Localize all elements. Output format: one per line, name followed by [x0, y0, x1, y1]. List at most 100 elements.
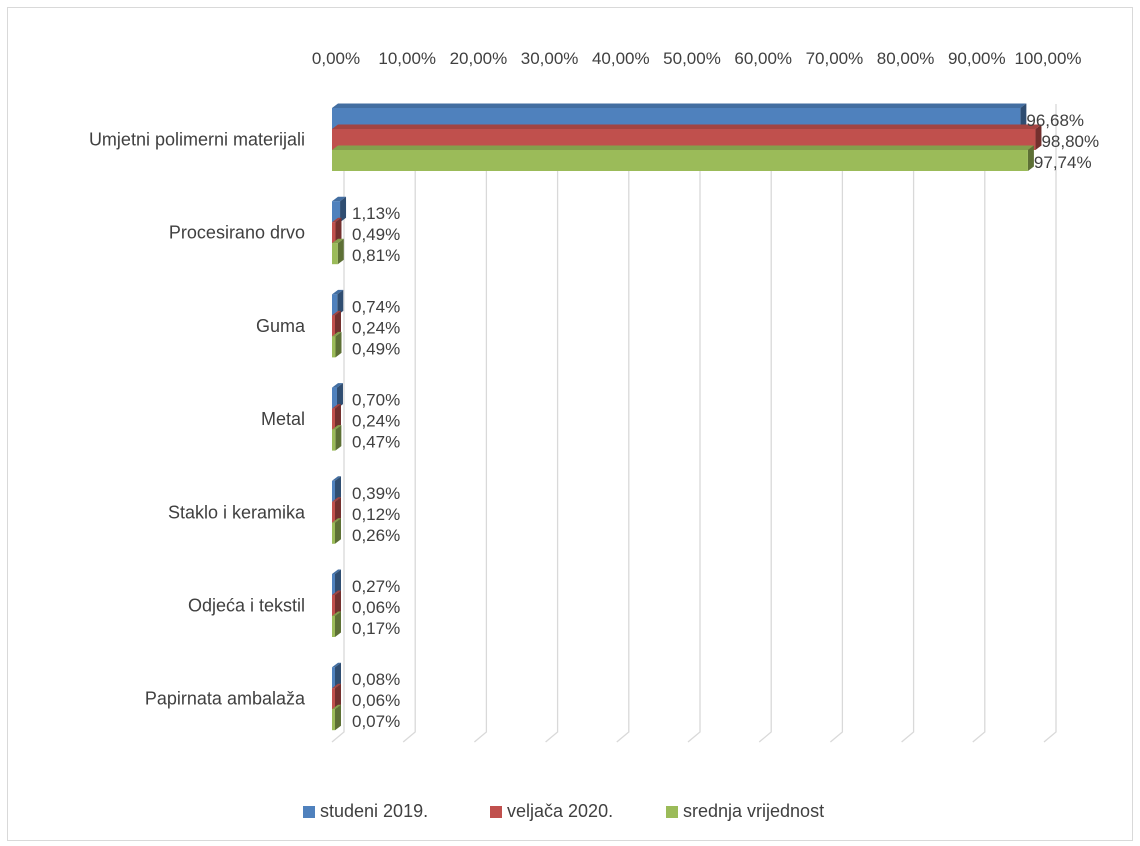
legend-swatch: [303, 806, 315, 818]
gridline: [331, 104, 345, 743]
gridlines: [331, 104, 1057, 743]
bar-top-face: [332, 331, 342, 337]
x-tick-label: 30,00%: [521, 49, 579, 68]
bar: [332, 201, 341, 223]
category-label: Guma: [256, 316, 306, 336]
bar-top-face: [332, 497, 341, 502]
x-tick-label: 90,00%: [948, 49, 1006, 68]
legend-label: studeni 2019.: [320, 801, 428, 821]
data-label: 0,49%: [352, 339, 400, 358]
bar-top-face: [332, 217, 342, 223]
data-label: 0,47%: [352, 433, 400, 452]
data-label: 0,07%: [352, 712, 400, 731]
category-label: Umjetni polimerni materijali: [89, 130, 305, 150]
data-label: 98,80%: [1041, 132, 1099, 151]
bar: [332, 480, 335, 502]
bar: [332, 294, 338, 316]
bar: [332, 501, 335, 523]
bar: [332, 108, 1021, 129]
legend-label: srednja vrijednost: [683, 801, 824, 821]
bar: [332, 129, 1036, 150]
bar-top-face: [332, 425, 342, 430]
bar-side-face: [335, 310, 341, 337]
bar-side-face: [335, 217, 342, 244]
bar-top-face: [332, 145, 1034, 150]
category-label: Metal: [261, 409, 305, 429]
category-label: Staklo i keramika: [168, 502, 306, 522]
x-tick-label: 60,00%: [734, 49, 792, 68]
bar-side-face: [335, 683, 341, 710]
data-label: 0,81%: [352, 246, 400, 265]
legend-swatch: [490, 806, 502, 818]
bar: [332, 667, 335, 689]
gridline: [901, 104, 915, 743]
bar: [332, 616, 335, 637]
legend-label: veljača 2020.: [507, 801, 613, 821]
gridline: [545, 104, 559, 743]
gridline: [616, 104, 630, 743]
gridline: [473, 104, 488, 743]
bar-side-face: [335, 569, 341, 595]
bar-side-face: [340, 196, 347, 223]
x-tick-label: 0,00%: [312, 49, 360, 68]
x-tick-label: 10,00%: [378, 49, 436, 68]
bars: [332, 103, 1042, 731]
bar-side-face: [335, 476, 341, 502]
bar: [332, 595, 335, 616]
bar-side-face: [337, 238, 344, 265]
bar-side-face: [335, 404, 341, 430]
gridline: [758, 104, 772, 743]
bar-side-face: [1020, 103, 1027, 129]
bar: [332, 574, 335, 595]
data-label: 0,39%: [352, 484, 400, 503]
data-label: 96,68%: [1026, 111, 1084, 130]
data-label: 0,17%: [352, 619, 400, 638]
gridline: [972, 104, 986, 743]
data-label: 0,74%: [352, 297, 400, 316]
bar-side-face: [335, 611, 341, 637]
bar: [332, 688, 335, 710]
category-label: Papirnata ambalaža: [145, 689, 306, 709]
bar-top-face: [332, 662, 341, 668]
bar-top-face: [332, 310, 341, 316]
gridline: [687, 104, 701, 743]
bar: [332, 429, 336, 451]
x-tick-label: 40,00%: [592, 49, 650, 68]
bar-top-face: [332, 196, 347, 202]
bar-side-face: [336, 383, 343, 409]
bar-side-face: [335, 518, 341, 544]
bar-side-face: [335, 590, 341, 616]
bar-side-face: [335, 704, 341, 731]
bar-top-face: [332, 404, 341, 409]
legend-swatch: [666, 806, 678, 818]
x-tick-label: 80,00%: [877, 49, 935, 68]
bar-side-face: [335, 331, 342, 358]
bar: [332, 387, 337, 409]
bar: [332, 709, 335, 731]
bar: [332, 222, 336, 244]
data-label: 0,08%: [352, 670, 400, 689]
data-label: 0,06%: [352, 691, 400, 710]
bar-side-face: [337, 289, 344, 316]
bar-top-face: [332, 518, 341, 523]
bar-top-face: [332, 569, 341, 574]
bar-side-face: [335, 662, 341, 689]
legend: studeni 2019. veljača 2020. srednja vrijed…: [303, 801, 824, 821]
bar: [332, 150, 1028, 171]
data-label: 0,24%: [352, 412, 400, 431]
data-label: 0,12%: [352, 505, 400, 524]
data-label: 0,26%: [352, 526, 400, 545]
data-label: 97,74%: [1034, 153, 1092, 172]
bar-top-face: [332, 238, 344, 244]
data-label: 0,27%: [352, 577, 400, 596]
data-label: 0,06%: [352, 598, 400, 617]
bar-top-face: [332, 476, 341, 481]
data-label: 1,13%: [352, 204, 400, 223]
x-tick-label: 70,00%: [806, 49, 864, 68]
bar: [332, 243, 338, 265]
bar-top-face: [332, 103, 1027, 108]
bar-side-face: [1035, 124, 1042, 150]
bar-top-face: [332, 124, 1042, 129]
bar-side-face: [335, 425, 342, 451]
